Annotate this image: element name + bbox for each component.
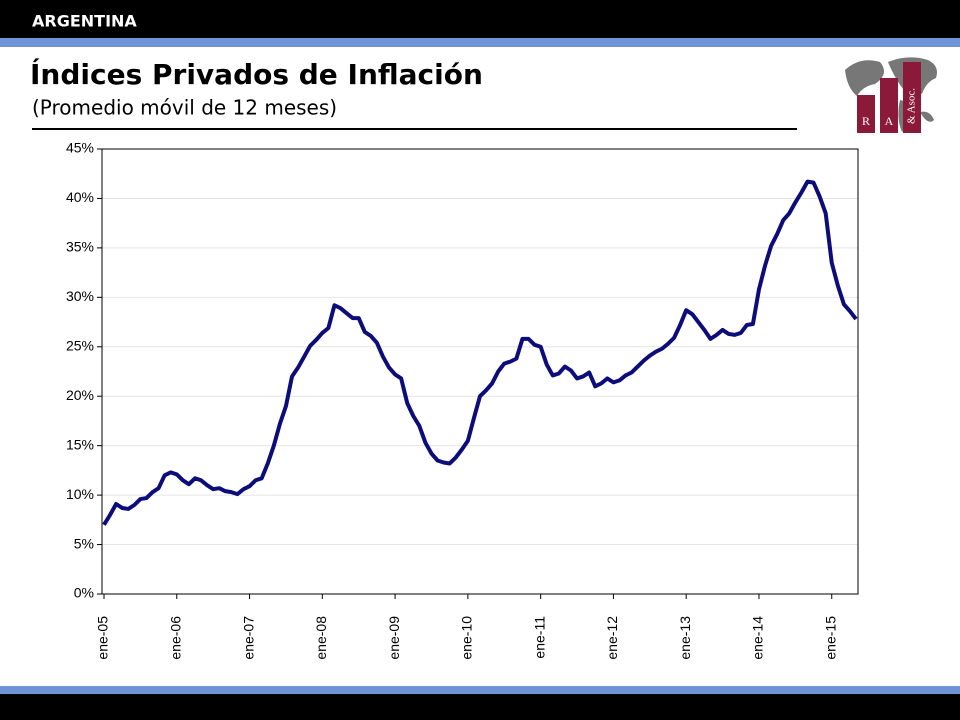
logo-bar xyxy=(903,62,921,133)
x-tick-label: ene-07 xyxy=(240,616,256,660)
y-tick-label: 10% xyxy=(66,486,94,502)
x-tick-label: ene-15 xyxy=(822,616,838,660)
header-bar xyxy=(0,0,960,38)
logo-letter: A xyxy=(885,114,894,128)
logo: R A & Asoc. xyxy=(845,57,937,133)
y-tick-label: 15% xyxy=(66,436,94,452)
y-tick-label: 25% xyxy=(66,337,94,353)
chart-subtitle: (Promedio móvil de 12 meses) xyxy=(32,96,337,120)
logo-letter: & Asoc. xyxy=(906,88,918,124)
plot-frame xyxy=(101,148,859,595)
header-title: ARGENTINA xyxy=(32,12,137,31)
x-tick-label: ene-12 xyxy=(604,616,620,660)
x-tick-label: ene-14 xyxy=(750,616,766,660)
y-tick-label: 45% xyxy=(66,140,94,156)
data-line xyxy=(102,179,858,526)
logo-bar xyxy=(880,78,898,133)
footer-stripe xyxy=(0,686,960,694)
y-tick-label: 40% xyxy=(66,189,94,205)
x-tick-label: ene-09 xyxy=(386,616,402,660)
x-tick-label: ene-11 xyxy=(531,616,547,659)
y-tick-label: 0% xyxy=(74,585,94,601)
x-tick-label: ene-10 xyxy=(459,616,475,660)
y-tick-label: 20% xyxy=(66,387,94,403)
footer-bar xyxy=(0,694,960,720)
chart-title: Índices Privados de Inflación xyxy=(30,57,483,91)
x-tick-label: ene-13 xyxy=(677,616,693,660)
x-tick-label: ene-06 xyxy=(167,616,183,660)
logo-letter: R xyxy=(862,114,870,128)
y-tick-label: 5% xyxy=(74,535,94,551)
x-tick-label: ene-05 xyxy=(95,616,111,660)
y-tick-label: 30% xyxy=(66,288,94,304)
y-tick-label: 35% xyxy=(66,239,94,255)
header-stripe xyxy=(0,38,960,47)
logo-bar xyxy=(857,95,875,133)
x-tick-label: ene-08 xyxy=(313,616,329,660)
plot: 0% 5% 10% 15% 20% 25% 30% 35% 40% 45% ene-05 ene-06… xyxy=(66,140,859,660)
